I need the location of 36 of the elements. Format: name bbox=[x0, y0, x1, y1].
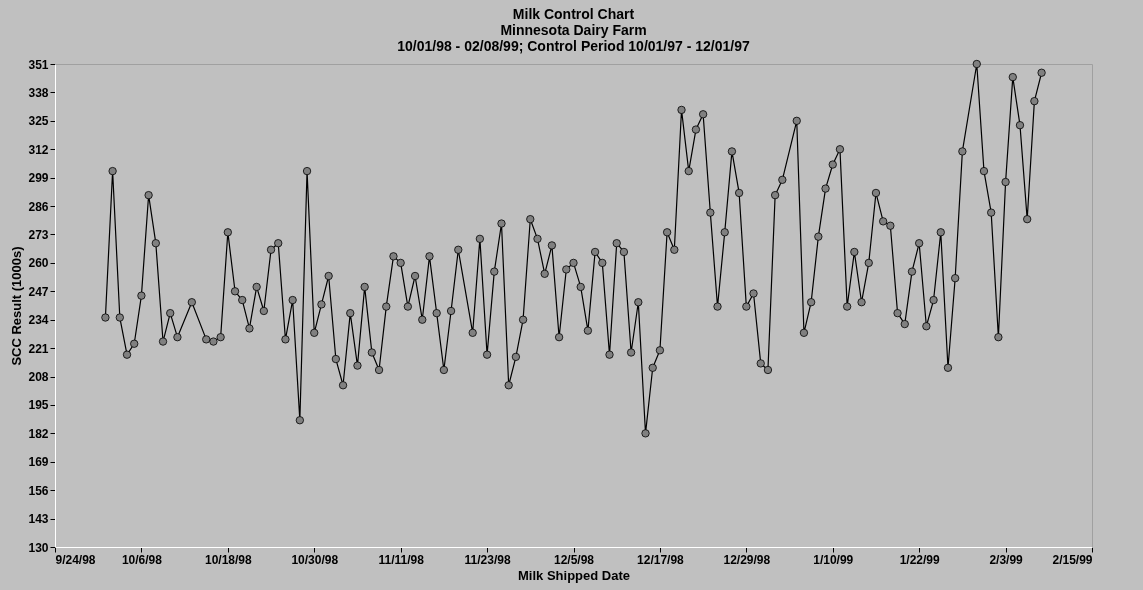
x-tick-label: 11/11/98 bbox=[378, 552, 425, 567]
y-tick-label: 299 bbox=[28, 171, 49, 186]
x-tick-label: 12/17/98 bbox=[637, 552, 685, 567]
x-tick-label: 1/10/99 bbox=[813, 552, 854, 567]
y-tick-label: 208 bbox=[28, 370, 49, 385]
x-tick-label: 9/24/98 bbox=[55, 552, 96, 567]
y-axis-title: SCC Result (1000s) bbox=[9, 246, 25, 366]
x-tick-label: 10/18/98 bbox=[204, 552, 253, 567]
x-tick-label: 2/15/99 bbox=[1052, 552, 1093, 567]
y-tick-label: 169 bbox=[28, 455, 49, 470]
y-tick-label: 156 bbox=[28, 483, 49, 498]
y-tick-label: 325 bbox=[28, 114, 49, 129]
chart-subtitle: Minnesota Dairy Farm bbox=[500, 22, 647, 38]
x-tick-label: 10/30/98 bbox=[291, 552, 339, 567]
y-tick-label: 273 bbox=[28, 227, 49, 242]
x-tick-label: 2/3/99 bbox=[989, 552, 1024, 567]
y-tick-label: 234 bbox=[28, 313, 49, 328]
y-tick-label: 260 bbox=[28, 256, 49, 271]
y-tick-label: 143 bbox=[28, 512, 49, 527]
y-tick-label: 312 bbox=[28, 142, 49, 157]
x-axis-title: Milk Shipped Date bbox=[518, 567, 630, 583]
x-tick-label: 12/5/98 bbox=[553, 552, 595, 567]
x-tick-label: 12/29/98 bbox=[723, 552, 771, 567]
y-tick-label: 130 bbox=[28, 540, 49, 555]
x-tick-label: 10/6/98 bbox=[121, 552, 163, 567]
y-tick-label: 338 bbox=[28, 85, 49, 100]
y-tick-label: 221 bbox=[28, 341, 49, 356]
y-tick-label: 351 bbox=[28, 57, 49, 72]
y-tick-label: 195 bbox=[28, 398, 49, 413]
y-tick-label: 247 bbox=[28, 284, 49, 299]
chart-title: Milk Control Chart bbox=[512, 6, 635, 22]
y-tick-label: 286 bbox=[28, 199, 49, 214]
y-tick-label: 182 bbox=[28, 426, 49, 441]
x-tick-label: 11/23/98 bbox=[464, 552, 511, 567]
text: 10/01/98 - 02/08/99; Control Period 10/01/97 - 12/01/97 bbox=[397, 38, 750, 54]
x-tick-label: 1/22/99 bbox=[899, 552, 941, 567]
